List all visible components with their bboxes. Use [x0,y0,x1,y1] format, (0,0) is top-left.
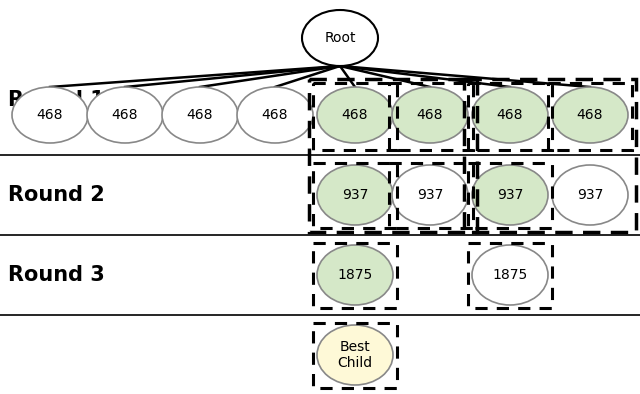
Ellipse shape [392,165,468,225]
Ellipse shape [87,87,163,143]
Ellipse shape [392,87,468,143]
Text: 468: 468 [112,108,138,122]
Text: Round 3: Round 3 [8,265,105,285]
Text: 468: 468 [577,108,604,122]
Ellipse shape [552,165,628,225]
Ellipse shape [472,245,548,305]
Ellipse shape [162,87,238,143]
Ellipse shape [237,87,313,143]
Text: 468: 468 [187,108,213,122]
Text: 468: 468 [36,108,63,122]
Ellipse shape [302,10,378,66]
Ellipse shape [317,87,393,143]
Ellipse shape [317,165,393,225]
Text: Round 2: Round 2 [8,185,105,205]
Text: Round 1: Round 1 [8,90,105,110]
Text: 937: 937 [342,188,368,202]
Text: 937: 937 [497,188,523,202]
Text: 468: 468 [262,108,288,122]
Ellipse shape [552,87,628,143]
Ellipse shape [472,87,548,143]
Text: 1875: 1875 [492,268,527,282]
Text: Best
Child: Best Child [337,340,372,370]
Text: 468: 468 [342,108,368,122]
Text: 468: 468 [497,108,524,122]
Ellipse shape [472,165,548,225]
Text: 937: 937 [577,188,603,202]
Text: 1875: 1875 [337,268,372,282]
Text: 468: 468 [417,108,444,122]
Ellipse shape [317,245,393,305]
Text: Root: Root [324,31,356,45]
Ellipse shape [12,87,88,143]
Text: 937: 937 [417,188,443,202]
Ellipse shape [317,325,393,385]
